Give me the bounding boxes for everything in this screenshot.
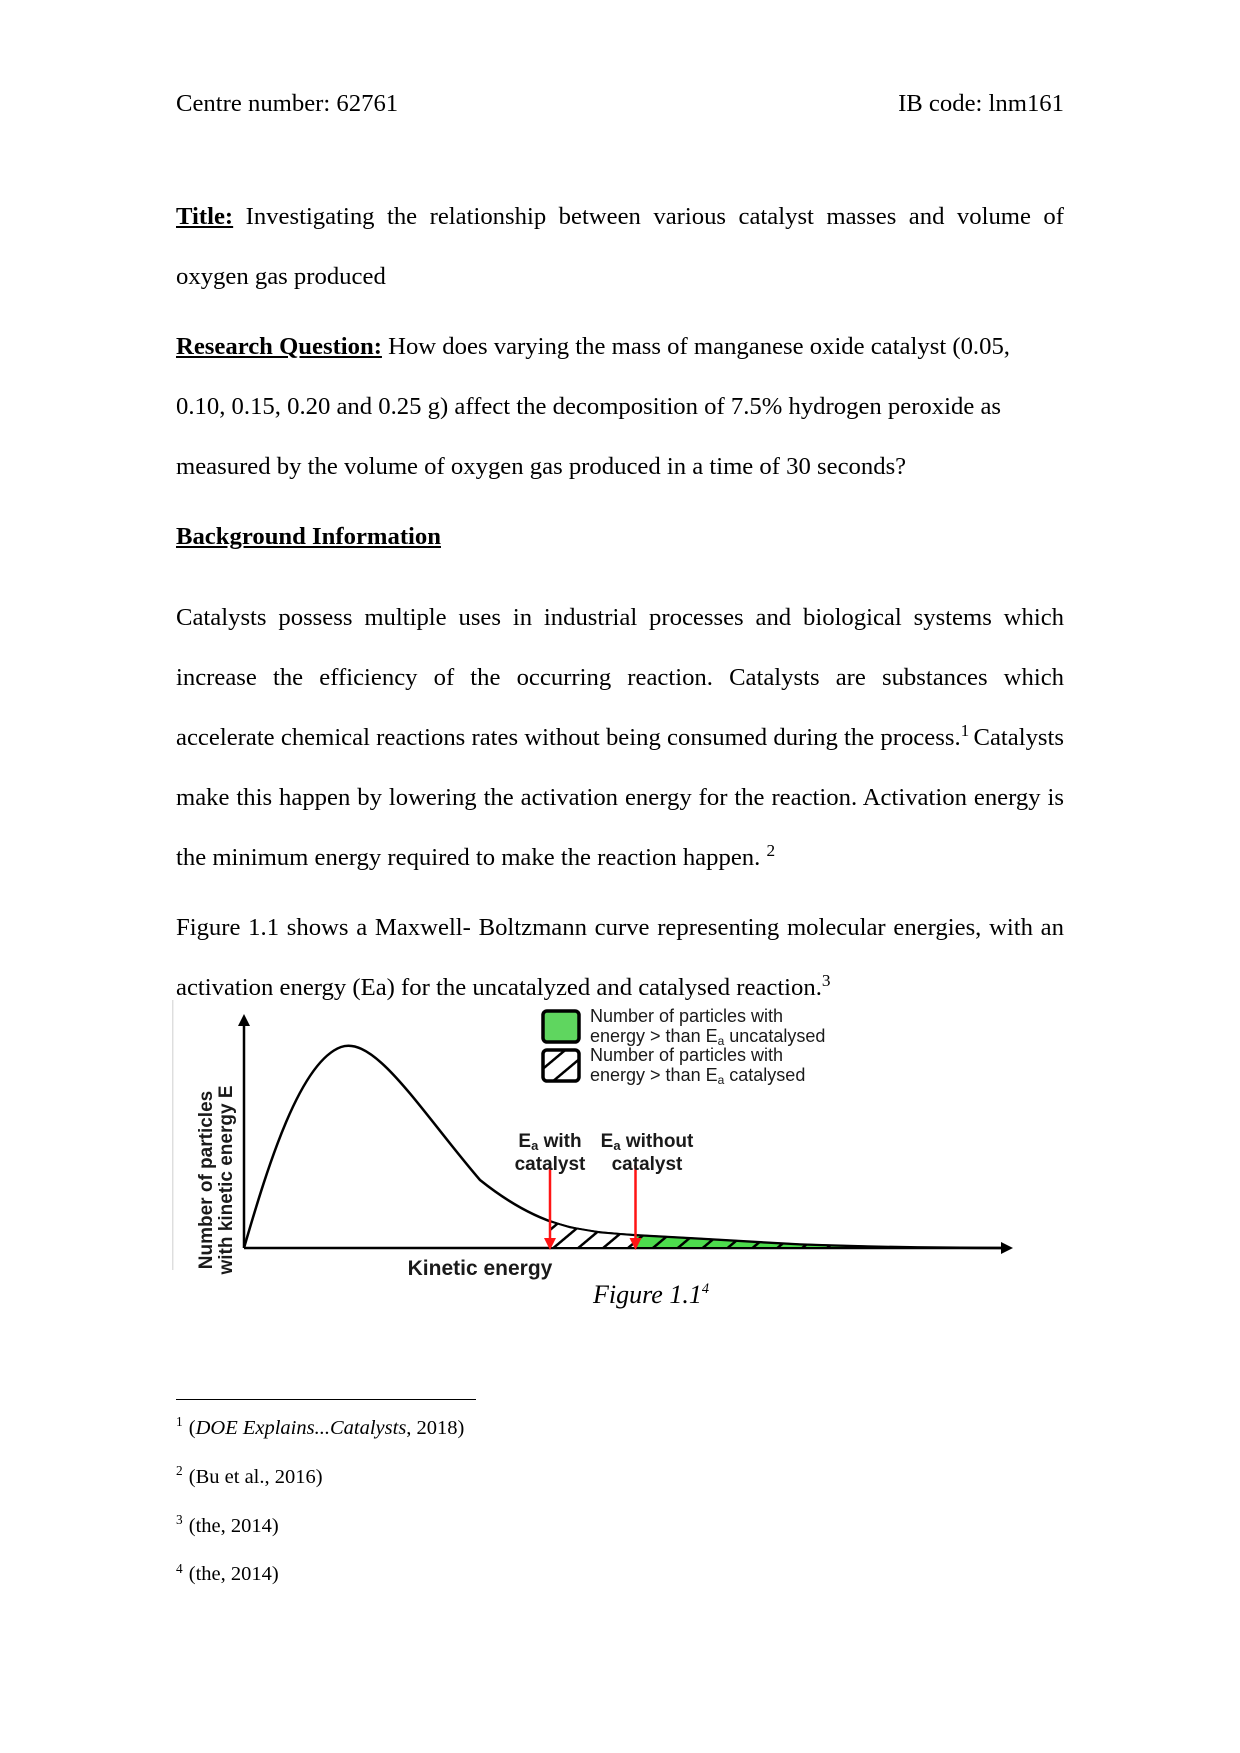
svg-text:catalyst: catalyst bbox=[515, 1154, 586, 1175]
svg-text:Number of particles with: Number of particles with bbox=[590, 1006, 783, 1026]
svg-text:energy > than Ea catalysed: energy > than Ea catalysed bbox=[590, 1065, 805, 1087]
svg-text:Ea with: Ea with bbox=[518, 1131, 581, 1153]
svg-text:Number of particles with: Number of particles with bbox=[590, 1045, 783, 1065]
svg-text:Number of particles: Number of particles bbox=[196, 1091, 217, 1269]
svg-text:catalyst: catalyst bbox=[612, 1154, 683, 1175]
svg-text:Ea without: Ea without bbox=[601, 1131, 694, 1153]
svg-text:Kinetic energy: Kinetic energy bbox=[408, 1257, 553, 1280]
svg-text:with kinetic energy E: with kinetic energy E bbox=[216, 1086, 237, 1276]
